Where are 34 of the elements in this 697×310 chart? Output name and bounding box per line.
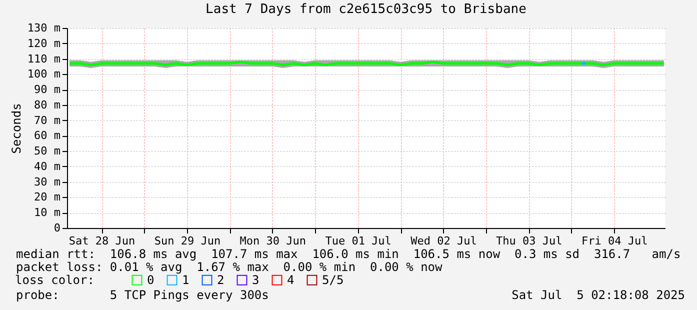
- text: probe: 5 TCP Pings every 300s: [16, 288, 269, 302]
- legend-label: 1: [182, 273, 190, 288]
- legend-label: 0: [147, 273, 154, 288]
- chart-title: Last 7 Days from c2e615c03c95 to Brisbane: [206, 2, 527, 17]
- y-tick-label: 70 m: [34, 114, 61, 127]
- y-tick-label: 110 m: [27, 52, 61, 66]
- y-tick-label: 30 m: [34, 175, 61, 188]
- text: median rtt: 106.8 ms avg 107.7 ms max 106.0 ms min 106.5 ms now 0.3 ms sd 316.7 am/s: [16, 247, 681, 261]
- y-tick-label: 130 m: [27, 22, 61, 34]
- x-tick-label: Wed 02 Jul: [410, 234, 477, 248]
- y-tick-label: 100 m: [27, 68, 61, 81]
- y-tick-label: 90 m: [34, 83, 61, 96]
- y-tick-label: 0: [54, 222, 60, 234]
- legend-label: 4: [287, 273, 294, 288]
- y-tick-label: 10 m: [34, 206, 61, 220]
- x-tick-label: Sun 29 Jun: [154, 234, 221, 248]
- y-tick-label: 80 m: [34, 98, 61, 112]
- text: packet loss: 0.01 % avg 1.67 % max 0.00 % min 0.00 % now: [16, 260, 442, 274]
- y-tick-label: 50 m: [34, 144, 61, 158]
- y-tick-label: 120 m: [27, 36, 61, 50]
- legend-label: 2: [217, 273, 224, 288]
- x-tick-label: Tue 01 Jul: [325, 234, 392, 248]
- y-tick-label: 60 m: [34, 129, 61, 142]
- x-tick-label: Fri 04 Jul: [581, 234, 648, 248]
- x-tick-label: Sat 28 Jun: [68, 234, 136, 248]
- text: Sat Jul 5 02:18:08 2025: [512, 288, 685, 302]
- legend-title: loss color:: [15, 273, 94, 287]
- y-axis-title: Seconds: [9, 103, 24, 154]
- y-tick-label: 40 m: [34, 160, 61, 173]
- y-tick-label: 20 m: [34, 190, 61, 204]
- x-tick-label: Thu 03 Jul: [496, 234, 562, 248]
- x-tick-label: Mon 30 Jun: [240, 234, 306, 248]
- legend-label: 5/5: [322, 273, 344, 288]
- legend-label: 3: [252, 273, 260, 288]
